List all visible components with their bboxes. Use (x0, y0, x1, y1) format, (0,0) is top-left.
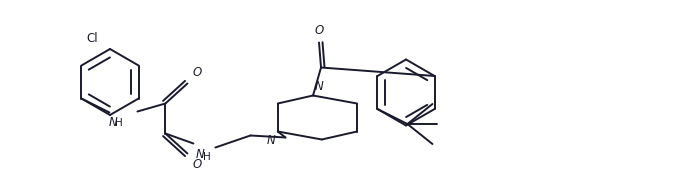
Text: N: N (195, 149, 204, 161)
Text: N: N (109, 116, 117, 129)
Text: Cl: Cl (86, 32, 98, 45)
Text: N: N (267, 133, 276, 147)
Text: O: O (192, 158, 202, 170)
Text: N: N (315, 81, 324, 93)
Text: H: H (115, 118, 123, 127)
Text: H: H (204, 152, 211, 161)
Text: O: O (192, 67, 202, 79)
Text: O: O (314, 24, 324, 36)
